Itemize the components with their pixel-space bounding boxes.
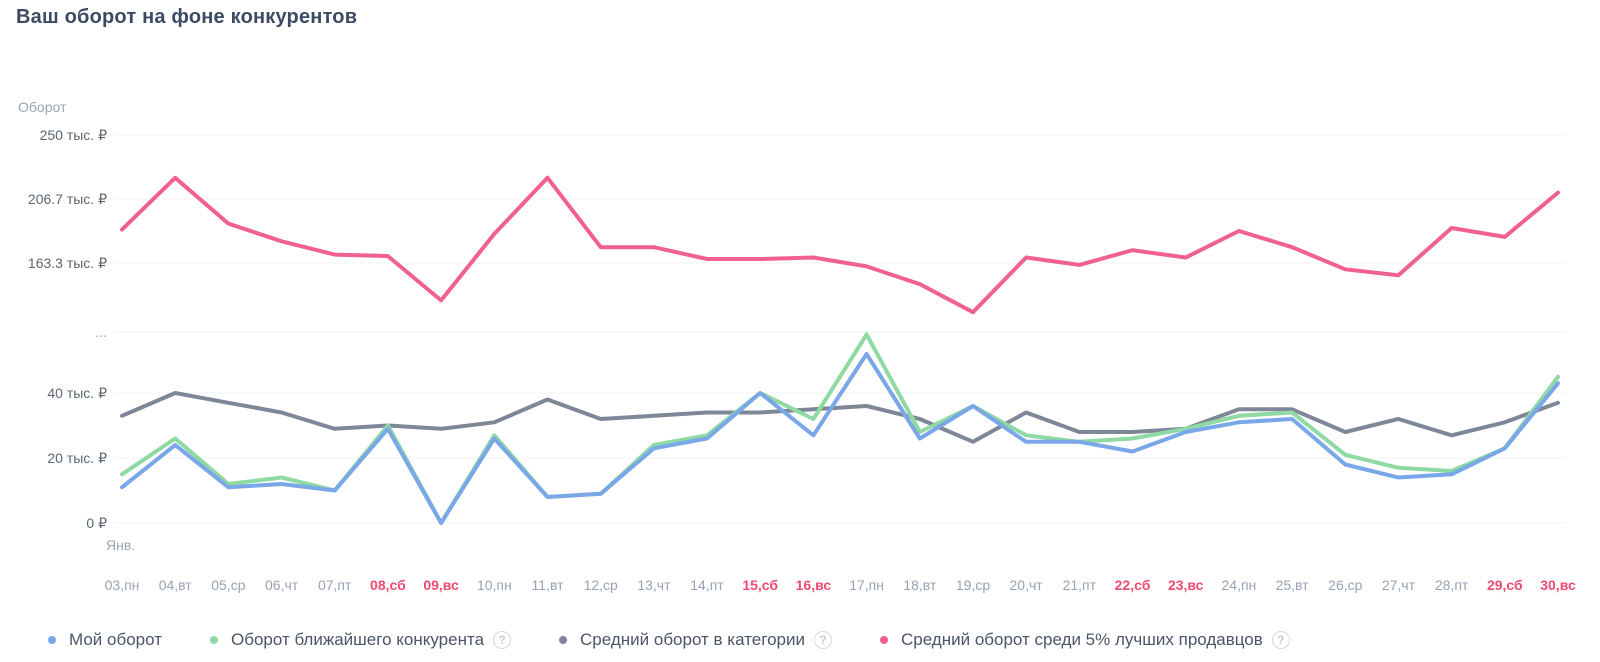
series-line-category-average-turnover[interactable] bbox=[120, 391, 1560, 444]
x-tick-label-weekend: 23,вс bbox=[1168, 577, 1204, 593]
help-icon[interactable]: ? bbox=[493, 631, 512, 649]
y-axis-break-label: ... bbox=[95, 324, 107, 340]
legend-item-top5-sellers-average-turnover[interactable]: Средний оборот среди 5% лучших продавцов… bbox=[879, 630, 1290, 650]
y-tick-label: 250 тыс. ₽ bbox=[40, 127, 108, 143]
x-tick-label: 10,пн bbox=[477, 577, 512, 593]
x-tick-label: 18,вт bbox=[903, 577, 937, 593]
series-line-top5-sellers-average-turnover[interactable] bbox=[120, 175, 1560, 315]
x-tick-label: 14,пт bbox=[690, 577, 724, 593]
x-tick-label-weekend: 08,сб bbox=[370, 577, 406, 593]
series-line-my-turnover[interactable] bbox=[120, 352, 1560, 525]
x-tick-label-weekend: 16,вс bbox=[796, 577, 832, 593]
help-icon[interactable]: ? bbox=[1271, 631, 1290, 649]
legend-item-my-turnover[interactable]: Мой оборот bbox=[48, 630, 162, 650]
x-tick-label: 03,пн bbox=[105, 577, 140, 593]
chart-legend: Мой оборот Оборот ближайшего конкурента? С… bbox=[48, 629, 1290, 651]
x-tick-label: 28,пт bbox=[1435, 577, 1469, 593]
x-tick-label: 26,ср bbox=[1328, 577, 1362, 593]
x-tick-label: 11,вт bbox=[532, 577, 565, 593]
legend-dot bbox=[210, 636, 218, 644]
turnover-chart[interactable]: 250 тыс. ₽ 206.7 тыс. ₽ 163.3 тыс. ₽... 40 … bbox=[0, 0, 1600, 612]
x-tick-label-weekend: 30,вс bbox=[1540, 577, 1576, 593]
y-tick-label: 40 тыс. ₽ bbox=[47, 385, 107, 401]
legend-label: Средний оборот среди 5% лучших продавцов bbox=[900, 630, 1263, 649]
legend-dot bbox=[879, 636, 888, 644]
x-tick-label: 24,пн bbox=[1222, 577, 1257, 593]
x-tick-label: 19,ср bbox=[956, 577, 990, 593]
x-tick-label-weekend: 29,сб bbox=[1487, 577, 1523, 593]
x-tick-label: 06,чт bbox=[265, 577, 299, 593]
chart-svg[interactable]: 250 тыс. ₽ 206.7 тыс. ₽ 163.3 тыс. ₽... 40 … bbox=[0, 0, 1600, 612]
legend-label: Мой оборот bbox=[69, 630, 162, 649]
legend-dot bbox=[48, 636, 56, 644]
x-tick-label-weekend: 09,вс bbox=[423, 577, 459, 593]
x-tick-label: 17,пн bbox=[849, 577, 884, 593]
x-tick-label: 13,чт bbox=[637, 577, 671, 593]
legend-item-category-average-turnover[interactable]: Средний оборот в категории? bbox=[559, 630, 832, 650]
legend-dot bbox=[559, 636, 568, 644]
y-tick-label: 20 тыс. ₽ bbox=[47, 450, 107, 466]
x-tick-label: 12,ср bbox=[584, 577, 618, 593]
y-tick-label: 0 ₽ bbox=[86, 515, 107, 531]
legend-item-nearest-competitor-turnover[interactable]: Оборот ближайшего конкурента? bbox=[210, 630, 512, 650]
x-tick-label: 04,вт bbox=[159, 577, 193, 593]
x-tick-label: 05,ср bbox=[211, 577, 245, 593]
legend-label: Оборот ближайшего конкурента bbox=[231, 630, 485, 649]
x-tick-label: 25,вт bbox=[1276, 577, 1310, 593]
legend-label: Средний оборот в категории bbox=[580, 630, 805, 649]
x-tick-label-weekend: 15,сб bbox=[742, 577, 778, 593]
y-axis-title: Оборот bbox=[18, 99, 67, 115]
y-tick-label: 206.7 тыс. ₽ bbox=[28, 191, 107, 207]
page-title: Ваш оборот на фоне конкурентов bbox=[16, 6, 358, 28]
x-tick-label: 20,чт bbox=[1010, 577, 1044, 593]
x-tick-label: 07,пт bbox=[318, 577, 352, 593]
x-tick-label: 21,пт bbox=[1063, 577, 1097, 593]
x-tick-label-weekend: 22,сб bbox=[1115, 577, 1151, 593]
month-label: Янв. bbox=[106, 537, 135, 553]
help-icon[interactable]: ? bbox=[813, 631, 832, 649]
y-tick-label: 163.3 тыс. ₽ bbox=[28, 255, 107, 271]
x-tick-label: 27,чт bbox=[1382, 577, 1416, 593]
